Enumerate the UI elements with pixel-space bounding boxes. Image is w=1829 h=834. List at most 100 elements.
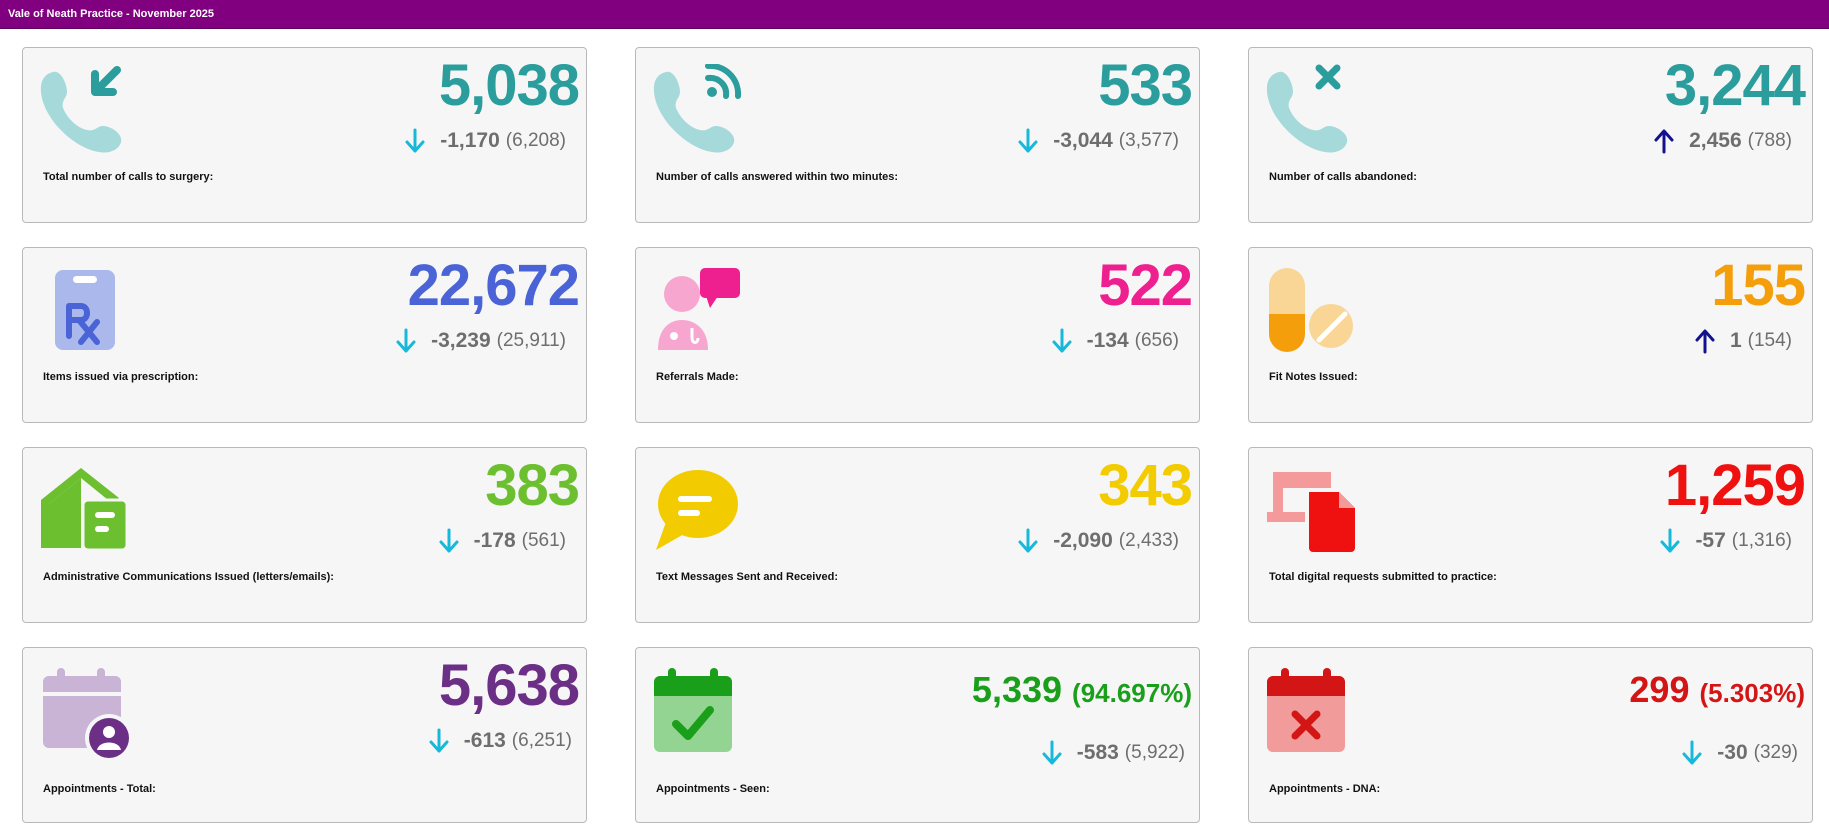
metric-change: -583 (5,922) xyxy=(1041,740,1185,766)
seen-percent: (94.697%) xyxy=(1072,678,1192,708)
calendar-x-icon xyxy=(1265,668,1355,758)
metric-label: Referrals Made: xyxy=(656,371,739,383)
metric-label: Text Messages Sent and Received: xyxy=(656,571,838,583)
previous-value: (329) xyxy=(1753,742,1798,763)
metric-change: 2,456 (788) xyxy=(1653,128,1792,154)
phone-incoming-icon xyxy=(39,64,129,154)
card-admin-comms: 383 -178 (561) Administrative Communicat… xyxy=(22,447,587,623)
metric-value: 522 xyxy=(1098,253,1193,318)
metric-value: 3,244 xyxy=(1664,53,1806,118)
metric-value: 5,638 xyxy=(438,653,580,718)
card-digital-requests: 1,259 -57 (1,316) Total digital requests… xyxy=(1248,447,1813,623)
doctor-chat-icon xyxy=(652,264,742,354)
change-value: -613 xyxy=(463,729,506,752)
card-text-messages: 343 -2,090 (2,433) Text Messages Sent an… xyxy=(635,447,1200,623)
metric-label: Number of calls answered within two minu… xyxy=(656,171,899,183)
metric-value: 299 (5.303%) xyxy=(1629,668,1805,715)
previous-value: (2,433) xyxy=(1118,530,1179,551)
metric-value: 5,038 xyxy=(438,53,580,118)
phone-missed-icon xyxy=(1265,64,1355,154)
change-value: -2,090 xyxy=(1053,529,1113,552)
metric-change: -613 (6,251) xyxy=(428,728,572,754)
change-value: -134 xyxy=(1086,329,1129,352)
prescription-icon xyxy=(39,264,129,354)
previous-value: (3,577) xyxy=(1118,130,1179,151)
kpi-grid: 5,038 -1,170 (6,208) Total number of cal… xyxy=(22,47,1813,823)
change-value: -1,170 xyxy=(440,129,500,152)
metric-value: 155 xyxy=(1711,253,1806,318)
metric-label: Appointments - DNA: xyxy=(1269,783,1381,795)
change-value: -30 xyxy=(1717,741,1748,764)
page-title-bar: Vale of Neath Practice - November 2025 xyxy=(0,0,1829,29)
previous-value: (6,251) xyxy=(511,730,572,751)
card-calls-total: 5,038 -1,170 (6,208) Total number of cal… xyxy=(22,47,587,223)
metric-change: -3,044 (3,577) xyxy=(1017,128,1179,154)
house-letter-icon xyxy=(39,464,129,554)
metric-change: 1 (154) xyxy=(1694,328,1792,354)
dna-percent: (5.303%) xyxy=(1699,678,1806,708)
calendar-check-icon xyxy=(652,668,742,758)
change-value: 2,456 xyxy=(1689,129,1742,152)
seen-count: 5,339 xyxy=(971,669,1063,710)
metric-value: 5,339 (94.697%) xyxy=(972,668,1192,715)
arrow-up-icon xyxy=(1653,128,1675,154)
arrow-down-icon xyxy=(404,128,426,154)
change-value: -57 xyxy=(1695,529,1726,552)
arrow-down-icon xyxy=(1051,328,1073,354)
metric-label: Fit Notes Issued: xyxy=(1269,371,1358,383)
card-referrals: 522 -134 (656) Referrals Made: xyxy=(635,247,1200,423)
card-fit-notes: 155 1 (154) Fit Notes Issued: xyxy=(1248,247,1813,423)
metric-value: 343 xyxy=(1098,453,1193,518)
metric-value: 383 xyxy=(485,453,580,518)
card-calls-abandoned: 3,244 2,456 (788) Number of calls abando… xyxy=(1248,47,1813,223)
change-value: -3,044 xyxy=(1053,129,1113,152)
metric-label: Total number of calls to surgery: xyxy=(43,171,214,183)
metric-label: Appointments - Total: xyxy=(43,783,156,795)
dna-count: 299 xyxy=(1629,669,1690,710)
arrow-down-icon xyxy=(395,328,417,354)
laptop-document-icon xyxy=(1265,464,1355,554)
speech-bubble-icon xyxy=(652,464,742,554)
metric-change: -30 (329) xyxy=(1681,740,1798,766)
arrow-down-icon xyxy=(428,728,450,754)
card-appts-seen: 5,339 (94.697%) -583 (5,922) Appointment… xyxy=(635,647,1200,823)
metric-change: -178 (561) xyxy=(438,528,566,554)
phone-signal-icon xyxy=(652,64,742,154)
pills-icon xyxy=(1265,264,1355,354)
metric-change: -3,239 (25,911) xyxy=(395,328,566,354)
metric-label: Appointments - Seen: xyxy=(656,783,770,795)
previous-value: (154) xyxy=(1747,330,1792,351)
card-appts-dna: 299 (5.303%) -30 (329) Appointments - DN… xyxy=(1248,647,1813,823)
metric-label: Number of calls abandoned: xyxy=(1269,171,1417,183)
metric-value: 1,259 xyxy=(1664,453,1806,518)
previous-value: (656) xyxy=(1134,330,1179,351)
previous-value: (788) xyxy=(1747,130,1792,151)
previous-value: (561) xyxy=(521,530,566,551)
previous-value: (5,922) xyxy=(1124,742,1185,763)
metric-change: -57 (1,316) xyxy=(1659,528,1792,554)
arrow-down-icon xyxy=(438,528,460,554)
metric-change: -2,090 (2,433) xyxy=(1017,528,1179,554)
change-value: -3,239 xyxy=(431,329,491,352)
card-appts-total: 5,638 -613 (6,251) Appointments - Total: xyxy=(22,647,587,823)
metric-change: -1,170 (6,208) xyxy=(404,128,566,154)
arrow-down-icon xyxy=(1659,528,1681,554)
metric-label: Administrative Communications Issued (le… xyxy=(43,571,334,583)
calendar-person-icon xyxy=(39,668,129,758)
change-value: -583 xyxy=(1076,741,1119,764)
change-value: -178 xyxy=(473,529,516,552)
metric-label: Total digital requests submitted to prac… xyxy=(1269,571,1497,583)
arrow-down-icon xyxy=(1041,740,1063,766)
metric-value: 22,672 xyxy=(407,253,580,318)
change-value: 1 xyxy=(1729,329,1742,352)
arrow-down-icon xyxy=(1017,128,1039,154)
arrow-up-icon xyxy=(1694,328,1716,354)
metric-value: 533 xyxy=(1098,53,1193,118)
card-calls-answered: 533 -3,044 (3,577) Number of calls answe… xyxy=(635,47,1200,223)
previous-value: (1,316) xyxy=(1731,530,1792,551)
card-prescriptions: 22,672 -3,239 (25,911) Items issued via … xyxy=(22,247,587,423)
arrow-down-icon xyxy=(1681,740,1703,766)
metric-change: -134 (656) xyxy=(1051,328,1179,354)
page-title: Vale of Neath Practice - November 2025 xyxy=(8,8,215,20)
arrow-down-icon xyxy=(1017,528,1039,554)
